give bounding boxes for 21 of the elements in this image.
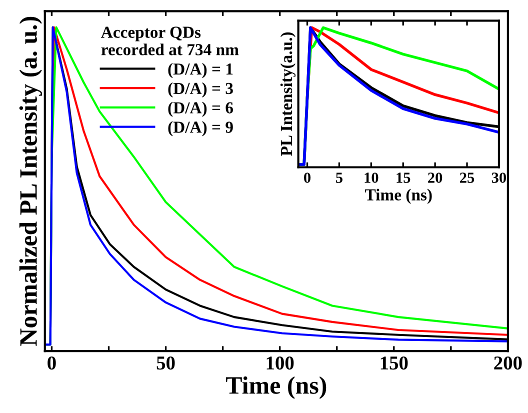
x-tick-label: 25 <box>460 172 474 183</box>
x-tick-label: 0 <box>48 356 56 370</box>
y-axis-title: Normalized PL Intensity (a. u.) <box>19 16 42 346</box>
x-tick-label: 150 <box>380 356 408 370</box>
x-tick-label: 10 <box>364 172 378 183</box>
x-tick-label: 200 <box>494 356 522 370</box>
x-tick-label: 5 <box>336 172 342 183</box>
x-axis-title: Time (ns) <box>226 376 326 399</box>
x-tick-label: 30 <box>492 172 506 183</box>
legend-label: (D/A) = 6 <box>168 102 233 117</box>
legend-title: Acceptor QDs recorded at 734 nm <box>101 26 239 56</box>
legend-label: (D/A) = 3 <box>168 82 233 98</box>
x-tick-label: 0 <box>304 172 311 183</box>
legend-label: (D/A) = 1 <box>168 62 233 78</box>
x-tick-label: 100 <box>266 356 294 370</box>
x-axis-title: Time (ns) <box>365 188 432 204</box>
x-tick-label: 20 <box>428 172 442 183</box>
x-tick-label: 15 <box>396 172 410 183</box>
y-axis-title: PL Intensity(a.u.) <box>280 32 296 156</box>
legend-label: (D/A) = 9 <box>168 121 233 136</box>
x-tick-label: 50 <box>156 356 175 370</box>
